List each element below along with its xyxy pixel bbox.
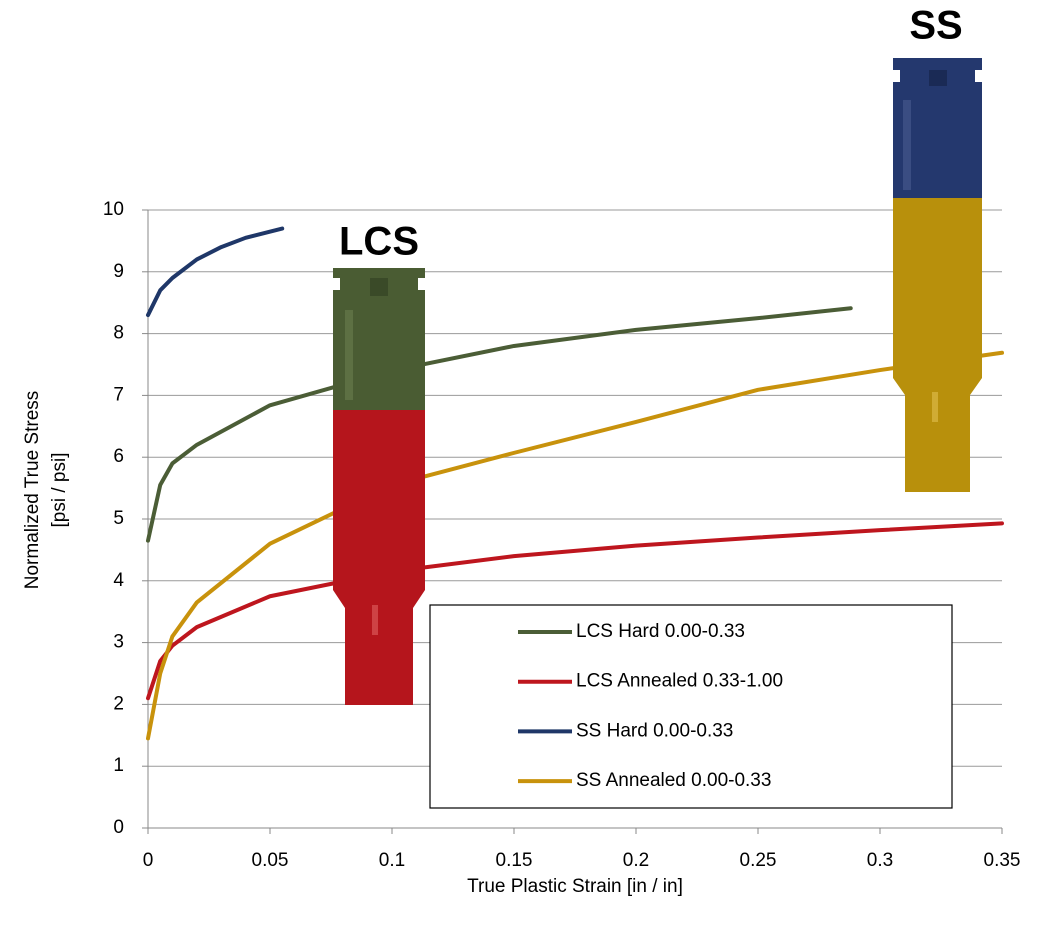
x-tick-label: 0.3 xyxy=(867,850,893,871)
y-tick-label: 3 xyxy=(113,632,124,653)
legend-label: LCS Hard 0.00-0.33 xyxy=(576,621,745,642)
y-tick-label: 8 xyxy=(113,323,124,344)
y-tick-label: 7 xyxy=(113,384,124,405)
x-tick-label: 0.25 xyxy=(740,850,777,871)
x-tick-label: 0.05 xyxy=(252,850,289,871)
legend-label: SS Annealed 0.00-0.33 xyxy=(576,770,771,791)
x-tick-label: 0.1 xyxy=(379,850,405,871)
x-tick-label: 0 xyxy=(143,850,154,871)
y-axis-label: [psi / psi] xyxy=(49,453,70,528)
legend: LCS Hard 0.00-0.33 LCS Annealed 0.33-1.00… xyxy=(429,604,953,809)
y-tick-label: 10 xyxy=(103,199,124,220)
lcs-cartridge xyxy=(333,268,425,705)
y-tick-label: 9 xyxy=(113,261,124,282)
y-tick-label: 1 xyxy=(113,755,124,776)
y-tick-label: 0 xyxy=(113,817,124,838)
x-axis-label: True Plastic Strain [in / in] xyxy=(467,876,683,897)
annotation: SS xyxy=(909,4,962,48)
series-line xyxy=(146,306,853,543)
y-tick-label: 2 xyxy=(113,693,124,714)
legend-label: SS Hard 0.00-0.33 xyxy=(576,720,733,741)
ss-cartridge xyxy=(893,58,982,492)
legend-box xyxy=(429,604,953,809)
x-tick-label: 0.35 xyxy=(984,850,1021,871)
y-tick-label: 6 xyxy=(113,446,124,467)
y-tick-label: 4 xyxy=(113,570,124,591)
y-tick-label: 5 xyxy=(113,508,124,529)
x-tick-label: 0.15 xyxy=(496,850,533,871)
annotation: LCS xyxy=(339,220,419,264)
y-axis-label: Normalized True Stress xyxy=(22,391,43,590)
series-line xyxy=(146,226,285,318)
x-tick-label: 0.2 xyxy=(623,850,649,871)
legend-label: LCS Annealed 0.33-1.00 xyxy=(576,671,783,692)
